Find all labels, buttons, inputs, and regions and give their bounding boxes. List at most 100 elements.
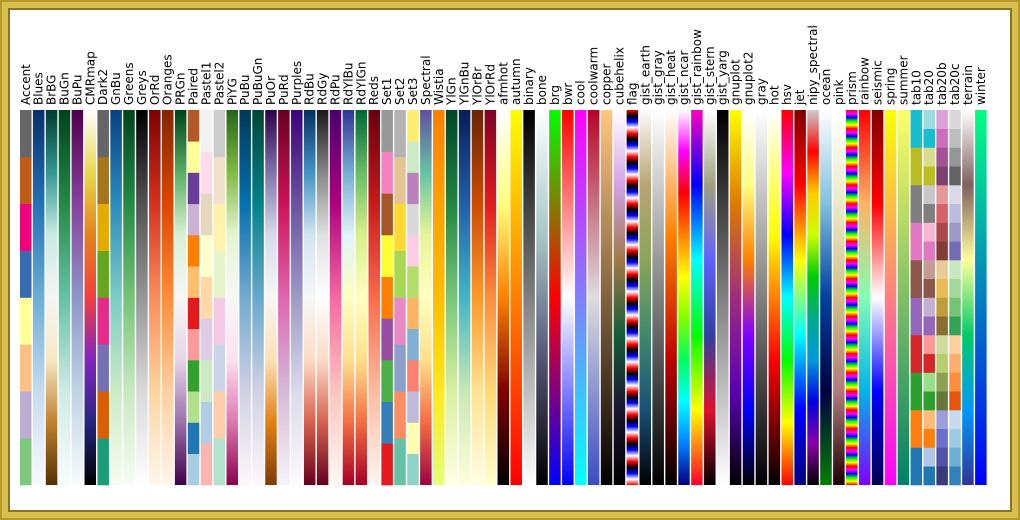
colormap-block (949, 185, 961, 205)
colormap-block (381, 151, 393, 194)
colormap-block (213, 203, 226, 251)
colormap-label: GnBu (109, 72, 123, 105)
colormap-strip (110, 110, 122, 485)
colormap-block (213, 250, 226, 298)
colormap-block (949, 297, 961, 317)
colormap-label: gist_ncar (677, 51, 691, 105)
colormap-strip (665, 110, 677, 485)
colormap-strip (458, 110, 471, 485)
colormap-strip (678, 110, 690, 485)
colormap-label: copper (600, 63, 614, 105)
colormap-strip (471, 110, 484, 485)
colormap-strip (523, 110, 535, 485)
colormap-block (407, 172, 419, 205)
colormap-label: tab10 (909, 70, 923, 105)
colormap-label: gist_rainbow (690, 29, 704, 105)
colormap-block (949, 316, 961, 336)
colormap-label: Set1 (380, 78, 394, 105)
colormap-strip (549, 110, 561, 485)
colormap-strip (32, 110, 45, 485)
colormap-block (407, 266, 419, 298)
colormap-block (923, 241, 935, 261)
colormap-label: gnuplot2 (742, 52, 756, 105)
colormap-block (936, 110, 948, 130)
colormap-label: brg (548, 85, 562, 105)
colormap-block (910, 222, 923, 261)
colormap-block (407, 422, 419, 455)
colormap-block (923, 335, 935, 355)
colormap-strip (316, 110, 329, 485)
colormap-block (910, 335, 923, 373)
colormap-label: BrBG (45, 75, 59, 106)
colormap-strip (871, 110, 884, 485)
colormap-block (200, 276, 213, 319)
colormap-block (20, 297, 32, 345)
colormap-strip (781, 110, 793, 485)
colormap-strip (600, 110, 613, 485)
colormap-block (187, 110, 200, 142)
colormap-label: Accent (19, 64, 33, 105)
colormap-label: winter (974, 67, 988, 105)
colormap-block (97, 438, 109, 486)
colormap-strip (639, 110, 652, 485)
colormap-block (213, 156, 226, 205)
colormap-block (200, 151, 213, 194)
colormap-label: Pastel1 (199, 62, 213, 105)
colormap-strip (858, 110, 871, 485)
colormap-block (923, 372, 935, 392)
colormap-strip (820, 110, 832, 485)
colormap-block (200, 193, 213, 236)
colormap-block (910, 297, 923, 336)
colormap-block (394, 344, 406, 392)
colormap-strip (562, 110, 574, 485)
colormap-strip (58, 110, 71, 485)
colormap-strip (239, 110, 251, 485)
colormap-block (381, 276, 393, 319)
colormap-strip (626, 110, 639, 485)
colormap-block (936, 278, 948, 298)
colormap-label: Greens (122, 62, 136, 105)
colormap-block (949, 410, 961, 430)
colormap-label: prism (845, 71, 859, 105)
colormap-block (407, 453, 419, 486)
colormap-label: RdBu (303, 73, 317, 105)
colormap-block (949, 110, 961, 130)
colormap-block (200, 401, 213, 444)
colormap-block (187, 266, 200, 298)
colormap-block (394, 110, 406, 158)
colormap-strip (794, 110, 806, 485)
colormap-block (187, 328, 200, 361)
colormap-label: cubehelix (612, 47, 626, 105)
colormap-block (923, 447, 935, 467)
colormap-block (381, 193, 393, 236)
colormap-block (936, 391, 948, 411)
colormap-block (936, 372, 948, 392)
colormap-strip (884, 110, 897, 485)
colormap-label: ocean (819, 69, 833, 105)
colormap-block (394, 156, 406, 205)
colormap-label: pink (832, 79, 846, 105)
colormap-block (936, 260, 948, 280)
colormap-block (407, 328, 419, 361)
colormap-block (923, 278, 935, 298)
colormap-label: Paired (187, 68, 201, 105)
colormap-block (936, 353, 948, 373)
colormap-block (949, 260, 961, 280)
colormap-block (910, 110, 923, 148)
colormap-block (949, 372, 961, 392)
colormap-block (949, 391, 961, 411)
colormap-block (200, 318, 213, 361)
colormap-block (949, 335, 961, 355)
colormap-block (949, 241, 961, 261)
colormap-strip (136, 110, 148, 485)
colormap-block (949, 466, 961, 486)
colormap-block (97, 203, 109, 251)
colormap-block (381, 110, 393, 152)
colormap-strip (497, 110, 510, 485)
colormap-block (949, 222, 961, 242)
colormap-label: gist_gray (651, 50, 665, 105)
colormap-block (97, 110, 109, 158)
colormap-block (949, 128, 961, 148)
colormap-block (949, 278, 961, 298)
